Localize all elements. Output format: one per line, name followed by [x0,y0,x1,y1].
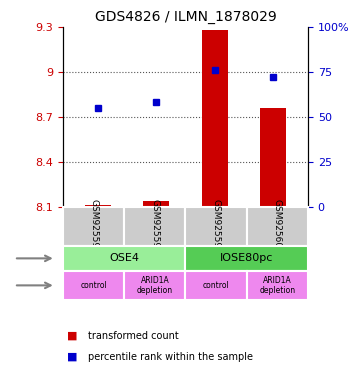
Text: ■: ■ [66,352,77,362]
Text: GSM925598: GSM925598 [150,199,159,254]
Title: GDS4826 / ILMN_1878029: GDS4826 / ILMN_1878029 [94,10,276,25]
Bar [247,271,308,300]
Text: percentile rank within the sample: percentile rank within the sample [88,352,252,362]
Bar [124,207,186,245]
Bar [186,207,247,245]
Bar [186,271,247,300]
Text: transformed count: transformed count [88,331,178,341]
Bar [143,201,169,207]
Bar [260,108,286,207]
Text: GSM925597: GSM925597 [89,199,98,254]
Text: ARID1A
depletion: ARID1A depletion [137,276,173,295]
Text: GSM925600: GSM925600 [273,199,282,254]
Bar [85,205,111,207]
Bar [124,271,186,300]
Text: control: control [80,281,107,290]
Text: ARID1A
depletion: ARID1A depletion [259,276,295,295]
Bar [63,271,124,300]
Bar [63,245,186,271]
Bar [186,245,308,271]
Text: control: control [203,281,230,290]
Text: ■: ■ [66,331,77,341]
Bar [247,207,308,245]
Text: OSE4: OSE4 [109,253,139,263]
Text: GSM925599: GSM925599 [212,199,220,254]
Text: IOSE80pc: IOSE80pc [220,253,273,263]
Bar [63,207,124,245]
Bar [202,30,228,207]
